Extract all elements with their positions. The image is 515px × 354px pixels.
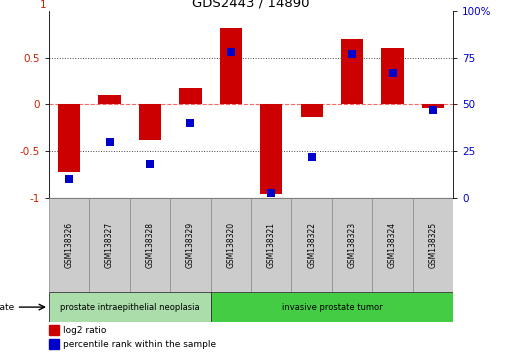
Point — [429, 107, 437, 113]
Bar — [49, 339, 59, 349]
Point — [146, 162, 154, 167]
Bar — [301, 104, 323, 116]
Bar — [49, 198, 90, 292]
Text: invasive prostate tumor: invasive prostate tumor — [282, 303, 382, 312]
Text: percentile rank within the sample: percentile rank within the sample — [63, 340, 216, 349]
Text: GSM138327: GSM138327 — [105, 222, 114, 268]
Text: GSM138325: GSM138325 — [428, 222, 437, 268]
Point — [65, 177, 73, 182]
Bar — [139, 104, 161, 140]
Bar — [211, 292, 453, 322]
Text: GSM138326: GSM138326 — [65, 222, 74, 268]
Text: GSM138323: GSM138323 — [348, 222, 356, 268]
Bar — [220, 28, 242, 104]
Text: GSM138329: GSM138329 — [186, 222, 195, 268]
Bar — [341, 39, 363, 104]
Bar — [332, 198, 372, 292]
Bar — [98, 95, 121, 104]
Text: GSM138324: GSM138324 — [388, 222, 397, 268]
Point — [348, 51, 356, 57]
Text: GSM138321: GSM138321 — [267, 222, 276, 268]
Point — [186, 120, 195, 126]
Bar — [179, 88, 201, 104]
Title: GDS2443 / 14890: GDS2443 / 14890 — [192, 0, 310, 10]
Text: GSM138320: GSM138320 — [227, 222, 235, 268]
Bar — [413, 198, 453, 292]
Bar — [372, 198, 413, 292]
Bar — [382, 48, 404, 104]
Text: 1: 1 — [40, 0, 47, 10]
Bar — [260, 104, 282, 194]
Bar — [422, 104, 444, 108]
Bar — [291, 198, 332, 292]
Bar — [170, 198, 211, 292]
Point — [267, 190, 276, 195]
Text: GSM138322: GSM138322 — [307, 222, 316, 268]
Bar — [49, 292, 211, 322]
Text: disease state: disease state — [0, 303, 14, 312]
Point — [227, 49, 235, 55]
Bar — [251, 198, 291, 292]
Point — [307, 154, 316, 160]
Point — [106, 139, 114, 145]
Text: GSM138328: GSM138328 — [146, 222, 154, 268]
Bar — [130, 198, 170, 292]
Bar — [90, 198, 130, 292]
Bar — [58, 104, 80, 172]
Bar — [211, 198, 251, 292]
Text: prostate intraepithelial neoplasia: prostate intraepithelial neoplasia — [60, 303, 200, 312]
Bar — [49, 325, 59, 335]
Text: log2 ratio: log2 ratio — [63, 326, 107, 335]
Point — [388, 70, 397, 75]
